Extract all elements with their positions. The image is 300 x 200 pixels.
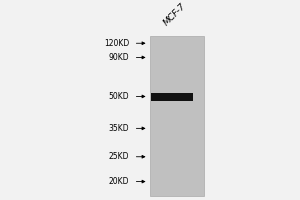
Bar xyxy=(152,93,193,101)
Text: 50KD: 50KD xyxy=(109,92,129,101)
Text: 25KD: 25KD xyxy=(109,152,129,161)
Text: 120KD: 120KD xyxy=(104,39,129,48)
Bar xyxy=(150,36,204,196)
Text: 90KD: 90KD xyxy=(109,53,129,62)
Text: MCF-7: MCF-7 xyxy=(162,1,188,27)
Text: 35KD: 35KD xyxy=(109,124,129,133)
Text: 20KD: 20KD xyxy=(109,177,129,186)
